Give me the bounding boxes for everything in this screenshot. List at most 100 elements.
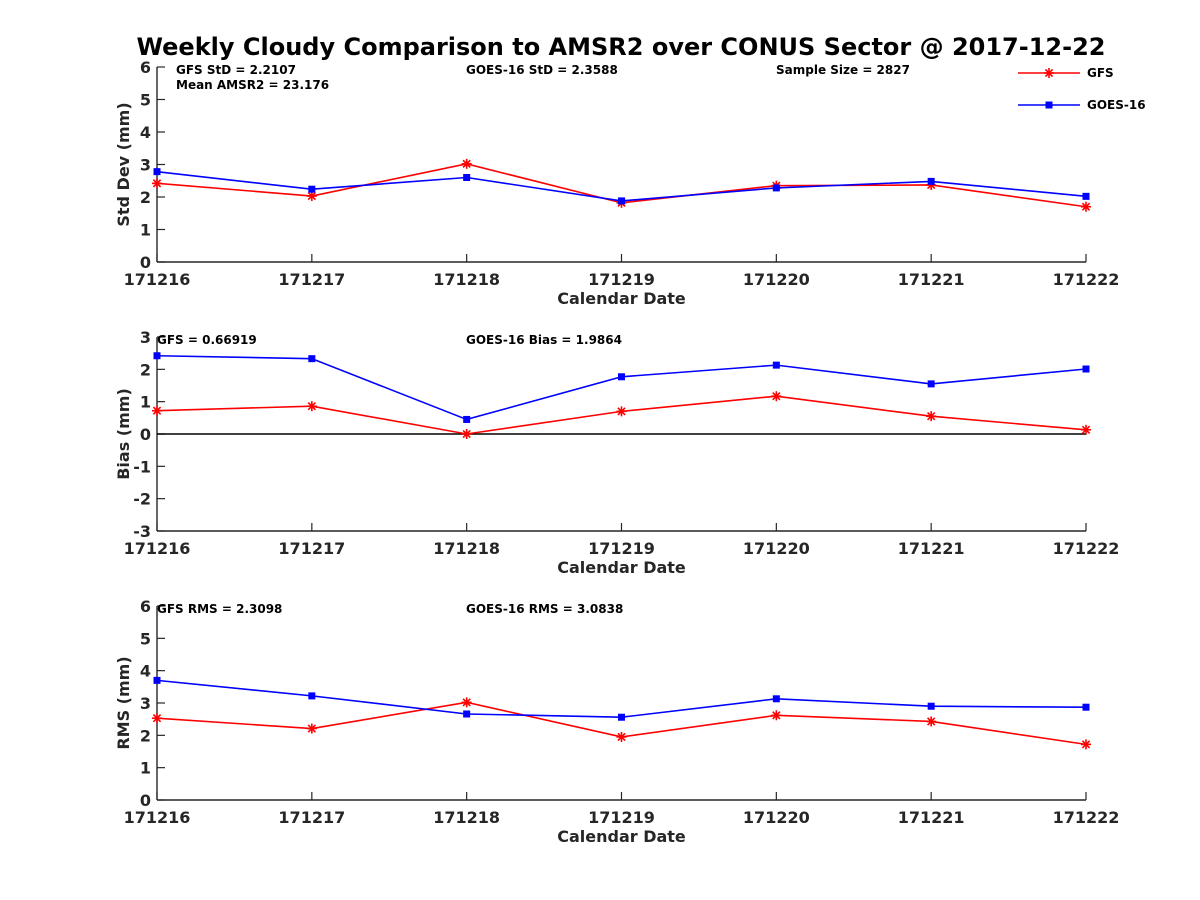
y-tick-label: 1 bbox=[140, 393, 151, 412]
data-point-gfs bbox=[616, 406, 627, 417]
data-point-gfs bbox=[771, 710, 782, 721]
y-tick-label: 2 bbox=[140, 188, 151, 207]
x-tick-label: 171218 bbox=[433, 270, 500, 289]
x-tick-label: 171220 bbox=[743, 539, 810, 558]
stat-annotation: GFS RMS = 2.3098 bbox=[157, 602, 282, 616]
legend-label-goes: GOES-16 bbox=[1087, 98, 1146, 112]
data-point-goes-16 bbox=[463, 710, 471, 718]
x-tick-label: 171216 bbox=[124, 270, 191, 289]
y-tick-label: 5 bbox=[140, 91, 151, 110]
data-point-goes-16 bbox=[618, 197, 625, 205]
x-tick-label: 171217 bbox=[278, 539, 345, 558]
data-point-gfs bbox=[771, 391, 782, 402]
data-point-goes-16 bbox=[927, 702, 935, 710]
legend-marker-gfs bbox=[1044, 68, 1054, 78]
x-axis-label: Calendar Date bbox=[557, 558, 686, 577]
bias-panel: -3 -2 -1 0 1 2 3 171216 171217 171218 171219 171220… bbox=[114, 328, 1119, 577]
data-point-gfs bbox=[1081, 424, 1091, 435]
legend: GFS GOES-16 bbox=[1018, 66, 1146, 112]
series-line-goes-16 bbox=[156, 170, 1087, 202]
data-point-goes-16 bbox=[1082, 365, 1090, 373]
data-point-goes-16 bbox=[772, 695, 780, 703]
y-tick-label: 3 bbox=[140, 156, 151, 175]
stat-annotation: GOES-16 Bias = 1.9864 bbox=[466, 333, 622, 347]
y-tick-label: -2 bbox=[133, 490, 151, 509]
data-point-goes-16 bbox=[153, 676, 161, 684]
data-point-goes-16 bbox=[1082, 192, 1090, 200]
x-tick-label: 171219 bbox=[588, 808, 655, 827]
y-tick-label: 0 bbox=[140, 253, 151, 272]
data-point-goes-16 bbox=[153, 168, 161, 176]
x-axis-label: Calendar Date bbox=[557, 289, 686, 308]
chart-title: Weekly Cloudy Comparison to AMSR2 over C… bbox=[137, 33, 1106, 61]
data-point-goes-16 bbox=[618, 713, 625, 721]
x-tick-label: 171222 bbox=[1053, 270, 1120, 289]
x-axis-label: Calendar Date bbox=[557, 827, 686, 846]
data-point-gfs bbox=[152, 713, 162, 724]
data-point-goes-16 bbox=[308, 692, 316, 700]
series-line-goes-16 bbox=[156, 679, 1087, 719]
stat-annotation: Mean AMSR2 = 23.176 bbox=[176, 78, 329, 92]
x-tick-label: 171218 bbox=[433, 808, 500, 827]
data-point-gfs bbox=[152, 405, 162, 416]
y-axis-label: Bias (mm) bbox=[114, 388, 133, 480]
data-point-goes-16 bbox=[1082, 703, 1090, 711]
y-tick-label: 3 bbox=[140, 328, 151, 347]
data-point-gfs bbox=[152, 178, 162, 189]
data-point-goes-16 bbox=[463, 415, 471, 423]
legend-marker-goes bbox=[1045, 101, 1053, 109]
x-tick-label: 171216 bbox=[124, 808, 191, 827]
data-point-goes-16 bbox=[618, 373, 625, 381]
stat-annotation: Sample Size = 2827 bbox=[776, 63, 910, 77]
data-point-goes-16 bbox=[927, 177, 935, 185]
y-tick-label: 0 bbox=[140, 791, 151, 810]
data-point-gfs bbox=[461, 429, 472, 439]
data-point-gfs bbox=[461, 697, 472, 708]
x-tick-label: 171221 bbox=[898, 808, 965, 827]
stat-annotation: GOES-16 RMS = 3.0838 bbox=[466, 602, 623, 616]
x-tick-label: 171219 bbox=[588, 539, 655, 558]
y-axis-label: RMS (mm) bbox=[114, 656, 133, 749]
data-point-gfs bbox=[1081, 739, 1091, 750]
x-tick-label: 171217 bbox=[278, 808, 345, 827]
data-point-gfs bbox=[616, 731, 627, 742]
stat-annotation: GFS = 0.66919 bbox=[157, 333, 257, 347]
y-tick-label: -3 bbox=[133, 522, 151, 541]
x-tick-label: 171219 bbox=[588, 270, 655, 289]
data-point-gfs bbox=[926, 411, 937, 422]
y-tick-label: 3 bbox=[140, 694, 151, 713]
y-tick-label: 4 bbox=[140, 123, 151, 142]
data-point-gfs bbox=[306, 723, 317, 734]
y-tick-label: 2 bbox=[140, 726, 151, 745]
stat-annotation: GOES-16 StD = 2.3588 bbox=[466, 63, 618, 77]
x-tick-label: 171222 bbox=[1053, 539, 1120, 558]
y-tick-label: 1 bbox=[140, 221, 151, 240]
y-tick-label: -1 bbox=[133, 457, 151, 476]
data-point-goes-16 bbox=[308, 185, 316, 193]
data-point-goes-16 bbox=[308, 355, 316, 363]
y-tick-label: 4 bbox=[140, 662, 151, 681]
x-tick-label: 171217 bbox=[278, 270, 345, 289]
data-point-gfs bbox=[1081, 201, 1091, 212]
data-point-gfs bbox=[306, 401, 317, 412]
y-tick-label: 2 bbox=[140, 360, 151, 379]
data-point-goes-16 bbox=[463, 174, 471, 181]
data-point-goes-16 bbox=[153, 352, 161, 360]
y-tick-label: 1 bbox=[140, 759, 151, 778]
data-point-gfs bbox=[461, 158, 472, 169]
legend-label-gfs: GFS bbox=[1087, 66, 1114, 80]
data-point-goes-16 bbox=[772, 184, 780, 192]
x-tick-label: 171220 bbox=[743, 270, 810, 289]
x-tick-label: 171221 bbox=[898, 270, 965, 289]
data-point-goes-16 bbox=[772, 361, 780, 369]
x-tick-label: 171216 bbox=[124, 539, 191, 558]
y-tick-label: 6 bbox=[140, 58, 151, 77]
data-point-gfs bbox=[926, 716, 937, 727]
data-point-goes-16 bbox=[927, 380, 935, 388]
x-tick-label: 171221 bbox=[898, 539, 965, 558]
x-tick-label: 171220 bbox=[743, 808, 810, 827]
y-tick-label: 0 bbox=[140, 425, 151, 444]
std-dev-panel: 0 1 2 3 4 5 6 171216 171217 171218 171219 171220 171… bbox=[114, 58, 1119, 308]
x-tick-label: 171222 bbox=[1053, 808, 1120, 827]
